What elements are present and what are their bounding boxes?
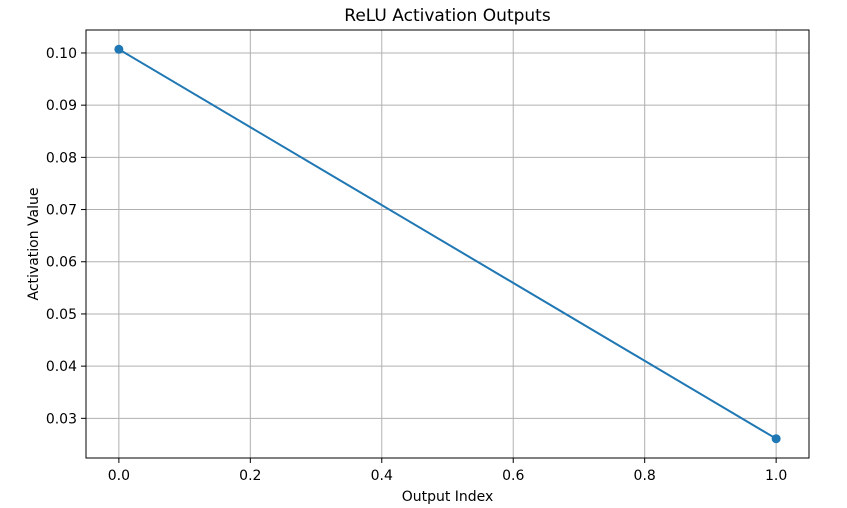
y-axis-title: Activation Value	[26, 188, 42, 301]
data-point	[771, 434, 781, 444]
x-axis-title: Output Index	[402, 489, 494, 505]
chart-title: ReLU Activation Outputs	[344, 6, 551, 26]
grid	[86, 30, 809, 458]
x-tick-label: 0.0	[108, 468, 130, 484]
y-tick-label: 0.08	[46, 150, 77, 166]
data-point	[114, 44, 124, 54]
series-layer	[114, 44, 781, 444]
x-tick-label: 0.4	[371, 468, 393, 484]
x-tick-label: 1.0	[765, 468, 787, 484]
plot-frame	[85, 29, 810, 459]
y-tick-label: 0.03	[46, 411, 77, 427]
y-tick-label: 0.05	[46, 307, 77, 323]
x-tick-label: 0.8	[634, 468, 656, 484]
y-tick-label: 0.04	[46, 359, 77, 375]
y-tick-label: 0.07	[46, 203, 77, 219]
x-tick-label: 0.6	[502, 468, 524, 484]
x-tick-label: 0.2	[239, 468, 261, 484]
y-axis: 0.03 0.04 0.05 0.06 0.07 0.08 0.09 0.10	[46, 46, 86, 427]
y-tick-label: 0.09	[46, 98, 77, 114]
series-line	[118, 48, 777, 440]
x-axis: 0.0 0.2 0.4 0.6 0.8 1.0	[108, 458, 787, 484]
y-tick-label: 0.10	[46, 46, 77, 62]
y-tick-label: 0.06	[46, 255, 77, 271]
